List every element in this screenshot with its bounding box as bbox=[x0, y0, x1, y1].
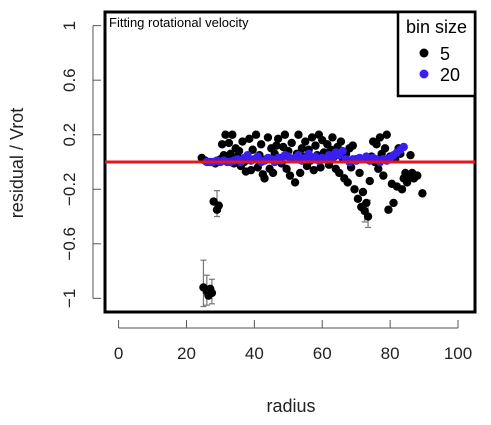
point-bin5 bbox=[290, 178, 300, 187]
point-bin5 bbox=[365, 176, 374, 186]
point-bin5 bbox=[353, 194, 363, 204]
point-bin5 bbox=[228, 130, 237, 139]
point-bin5 bbox=[382, 130, 391, 139]
point-bin5 bbox=[397, 185, 407, 194]
point-bin5 bbox=[248, 145, 257, 154]
legend: bin size 520 bbox=[396, 10, 477, 98]
point-bin5 bbox=[375, 133, 385, 142]
x-tick-label: 60 bbox=[313, 344, 332, 363]
point-bin5 bbox=[348, 141, 357, 150]
point-bin5 bbox=[406, 150, 415, 160]
legend-marker bbox=[419, 48, 429, 58]
point-bin5 bbox=[285, 171, 295, 180]
point-bin5 bbox=[273, 134, 283, 144]
chart-title: Fitting rotational velocity bbox=[109, 15, 249, 30]
point-bin5 bbox=[413, 171, 422, 180]
point-bin5 bbox=[355, 168, 364, 178]
point-bin5 bbox=[363, 212, 373, 221]
point-bin5 bbox=[389, 198, 398, 208]
point-bin5 bbox=[280, 130, 290, 139]
x-tick-label: 0 bbox=[114, 344, 123, 363]
point-bin5 bbox=[358, 187, 368, 197]
point-bin5 bbox=[297, 144, 307, 153]
point-bin5 bbox=[246, 165, 256, 175]
point-bin5 bbox=[238, 137, 247, 146]
point-bin5 bbox=[384, 205, 393, 214]
point-bin5 bbox=[263, 133, 273, 142]
y-tick-label: 0.2 bbox=[60, 123, 79, 147]
legend-title: bin size bbox=[406, 17, 467, 37]
y-axis-label: residual / Vrot bbox=[7, 108, 27, 218]
point-bin5 bbox=[301, 137, 310, 146]
point-bin5 bbox=[226, 149, 235, 159]
point-bin5 bbox=[207, 288, 217, 298]
legend-label: 20 bbox=[440, 65, 460, 85]
point-bin5 bbox=[260, 174, 269, 183]
point-bin5 bbox=[217, 140, 227, 149]
point-bin5 bbox=[224, 138, 234, 148]
point-bin5 bbox=[214, 201, 223, 210]
point-bin5 bbox=[311, 141, 320, 150]
point-bin5 bbox=[272, 141, 281, 150]
point-bin5 bbox=[372, 140, 381, 149]
point-bin5 bbox=[362, 198, 371, 208]
y-tick-label: −0.6 bbox=[60, 227, 79, 261]
point-bin20 bbox=[338, 146, 347, 156]
legend-marker bbox=[419, 69, 429, 79]
legend-label: 5 bbox=[440, 44, 450, 64]
point-bin5 bbox=[245, 134, 254, 144]
point-bin5 bbox=[268, 168, 278, 178]
point-bin5 bbox=[307, 133, 317, 142]
x-tick-label: 40 bbox=[245, 344, 264, 363]
point-bin5 bbox=[418, 189, 427, 198]
point-bin5 bbox=[316, 163, 325, 172]
point-bin5 bbox=[380, 144, 390, 153]
point-bin5 bbox=[379, 171, 388, 180]
y-tick-label: 1 bbox=[60, 21, 79, 30]
point-bin5 bbox=[294, 130, 303, 139]
x-tick-label: 100 bbox=[444, 344, 472, 363]
point-bin5 bbox=[402, 178, 412, 187]
point-bin5 bbox=[251, 130, 261, 139]
point-bin5 bbox=[309, 165, 318, 175]
point-bin5 bbox=[328, 133, 337, 142]
y-tick-label: −0.2 bbox=[60, 172, 79, 206]
point-bin5 bbox=[295, 168, 305, 178]
y-tick-label: 0.6 bbox=[60, 68, 79, 92]
point-bin5 bbox=[336, 137, 346, 146]
legend-box bbox=[396, 10, 477, 98]
point-bin5 bbox=[282, 164, 291, 174]
x-tick-label: 20 bbox=[177, 344, 196, 363]
x-axis-label: radius bbox=[266, 396, 315, 416]
point-bin5 bbox=[287, 138, 296, 148]
point-bin20 bbox=[399, 142, 408, 152]
x-tick-label: 80 bbox=[381, 344, 400, 363]
y-tick-label: −1 bbox=[60, 289, 79, 308]
point-bin5 bbox=[221, 130, 230, 139]
point-bin5 bbox=[335, 168, 344, 178]
point-bin5 bbox=[374, 164, 383, 174]
point-bin5 bbox=[350, 185, 359, 194]
point-bin5 bbox=[343, 178, 352, 187]
point-bin5 bbox=[234, 146, 244, 156]
point-bin5 bbox=[256, 140, 266, 149]
